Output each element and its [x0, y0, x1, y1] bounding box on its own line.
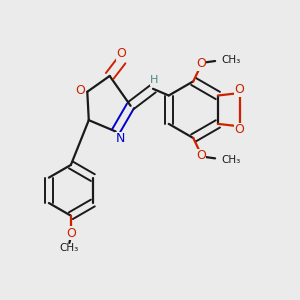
Text: O: O — [196, 57, 206, 70]
Text: O: O — [75, 84, 85, 98]
Text: O: O — [234, 83, 244, 96]
Text: CH₃: CH₃ — [221, 55, 240, 65]
Text: O: O — [117, 47, 127, 60]
Text: CH₃: CH₃ — [60, 243, 79, 253]
Text: CH₃: CH₃ — [221, 154, 240, 165]
Text: O: O — [67, 226, 76, 239]
Text: N: N — [116, 133, 125, 146]
Text: O: O — [234, 123, 244, 136]
Text: H: H — [150, 75, 159, 85]
Text: O: O — [196, 149, 206, 163]
